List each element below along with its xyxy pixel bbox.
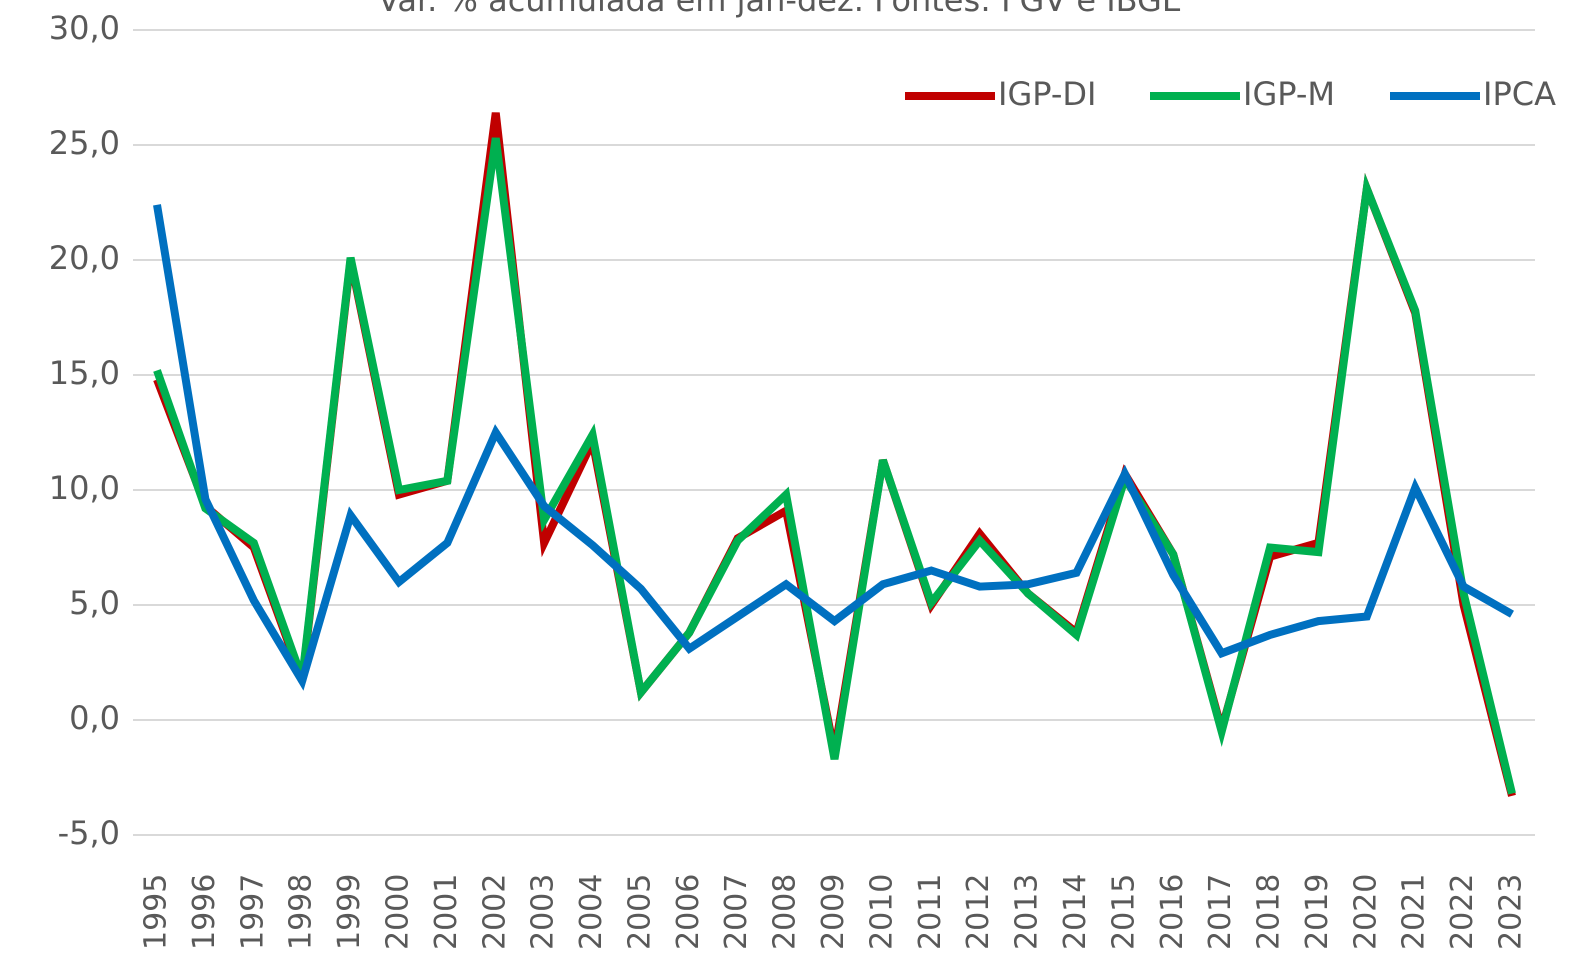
y-tick-label: 25,0 — [49, 124, 120, 162]
legend-label: IGP-M — [1243, 75, 1335, 113]
x-tick-label: 1997 — [235, 874, 270, 950]
x-tick-label: 2000 — [380, 874, 415, 950]
y-tick-label: 5,0 — [69, 584, 120, 622]
x-tick-label: 2007 — [719, 874, 754, 950]
x-tick-label: 2010 — [864, 874, 899, 950]
x-tick-label: 2011 — [913, 874, 948, 950]
x-tick-label: 1995 — [139, 874, 174, 950]
x-tick-label: 2013 — [1010, 874, 1045, 950]
x-tick-label: 2009 — [816, 874, 851, 950]
y-tick-label: -5,0 — [58, 814, 120, 852]
x-tick-label: 2018 — [1252, 874, 1287, 950]
x-tick-label: 2014 — [1058, 874, 1093, 950]
series-line — [153, 137, 1516, 795]
x-tick-label: 2006 — [671, 874, 706, 950]
x-tick-label: 2020 — [1348, 874, 1383, 950]
x-tick-label: 2002 — [477, 874, 512, 950]
y-tick-label: 10,0 — [49, 469, 120, 507]
series-line — [153, 204, 1514, 691]
x-tick-label: 2012 — [961, 874, 996, 950]
legend-label: IGP-DI — [998, 75, 1096, 113]
series-line — [153, 112, 1516, 797]
x-tick-label: 2017 — [1203, 874, 1238, 950]
x-tick-label: 1999 — [332, 874, 367, 950]
y-tick-label: 30,0 — [49, 9, 120, 47]
x-tick-label: 2003 — [526, 874, 561, 950]
y-tick-label: 15,0 — [49, 354, 120, 392]
x-tick-label: 2016 — [1155, 874, 1190, 950]
x-tick-label: 1996 — [187, 874, 222, 950]
x-tick-label: 2004 — [574, 874, 609, 950]
x-tick-label: 2022 — [1445, 874, 1480, 950]
x-tick-label: 2019 — [1300, 874, 1335, 950]
chart-title: Var. % acumulada em jan-dez. Fontes: FGV… — [378, 0, 1182, 19]
y-tick-label: 0,0 — [69, 699, 120, 737]
x-tick-label: 2023 — [1494, 874, 1529, 950]
legend-label: IPCA — [1483, 75, 1556, 113]
x-tick-label: 2001 — [429, 874, 464, 950]
x-tick-label: 2008 — [768, 874, 803, 950]
x-tick-label: 2005 — [622, 874, 657, 950]
x-tick-label: 2015 — [1106, 874, 1141, 950]
x-tick-label: 2021 — [1397, 874, 1432, 950]
x-tick-label: 1998 — [284, 874, 319, 950]
y-tick-label: 20,0 — [49, 239, 120, 277]
